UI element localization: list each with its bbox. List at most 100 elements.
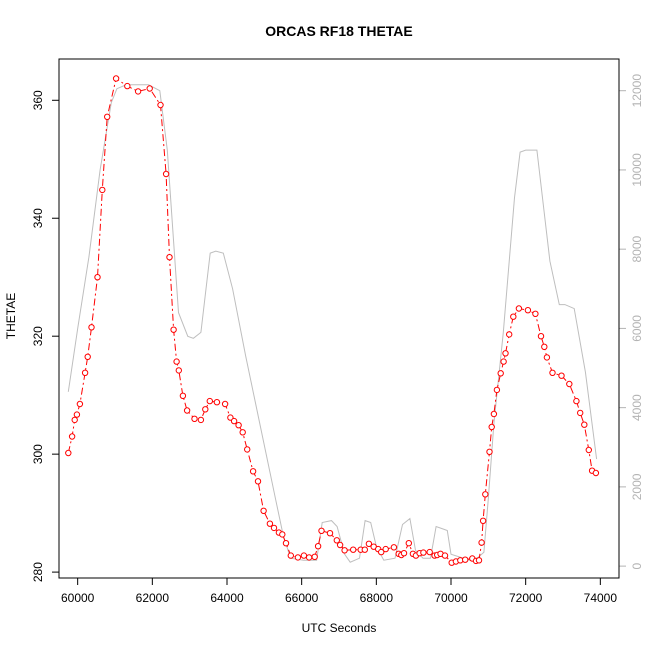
x-tick-label: 60000 bbox=[61, 591, 95, 605]
x-tick-label: 64000 bbox=[210, 591, 244, 605]
thetae-point bbox=[524, 307, 532, 314]
thetae-point bbox=[426, 548, 433, 556]
thetae-point bbox=[170, 326, 177, 333]
thetae-point bbox=[543, 354, 551, 361]
thetae-point bbox=[287, 552, 294, 559]
thetae-point bbox=[300, 552, 308, 559]
thetae-point bbox=[260, 507, 267, 514]
thetae-point bbox=[382, 545, 389, 553]
x-tick-label: 66000 bbox=[285, 591, 319, 605]
thetae-point bbox=[183, 407, 191, 414]
thetae-point bbox=[314, 543, 322, 550]
thetae-point bbox=[581, 421, 588, 428]
y2-tick-label: 12000 bbox=[630, 74, 644, 108]
x-tick-label: 72000 bbox=[509, 591, 543, 605]
thetae-point bbox=[173, 358, 180, 365]
thetae-point bbox=[305, 554, 313, 561]
thetae-point bbox=[162, 170, 170, 178]
thetae-point bbox=[475, 557, 483, 564]
thetae-point bbox=[490, 410, 498, 418]
thetae-point bbox=[202, 406, 209, 413]
thetae-point bbox=[441, 552, 449, 559]
thetae-point bbox=[488, 423, 495, 431]
altitude-line bbox=[67, 84, 598, 563]
thetae-point bbox=[84, 353, 91, 360]
y-tick-label: 360 bbox=[31, 90, 45, 110]
thetae-point bbox=[585, 446, 592, 454]
thetae-point bbox=[390, 544, 398, 551]
thetae-point bbox=[71, 416, 78, 424]
thetae-point bbox=[157, 101, 164, 109]
thetae-point bbox=[311, 553, 318, 560]
thetae-point bbox=[500, 358, 507, 365]
thetae-point bbox=[239, 429, 246, 436]
thetae-point bbox=[350, 546, 357, 553]
thetae-point bbox=[124, 82, 131, 90]
plot-frame bbox=[58, 58, 620, 579]
thetae-point bbox=[104, 113, 111, 121]
y-tick-label: 320 bbox=[31, 326, 45, 346]
thetae-point bbox=[279, 531, 286, 538]
thetae-point bbox=[134, 88, 142, 95]
thetae-point bbox=[482, 491, 489, 498]
thetae-point bbox=[566, 380, 573, 388]
thetae-point bbox=[65, 449, 72, 457]
thetae-point bbox=[341, 547, 348, 554]
thetae-point bbox=[88, 324, 95, 331]
thetae-point bbox=[81, 369, 89, 376]
thetae-point bbox=[537, 333, 545, 340]
thetae-point bbox=[221, 400, 229, 408]
thetae-point bbox=[294, 554, 302, 561]
thetae-point bbox=[558, 372, 565, 379]
y-tick-label: 340 bbox=[31, 208, 45, 228]
x-tick-label: 62000 bbox=[136, 591, 170, 605]
thetae-point bbox=[420, 549, 427, 556]
thetae-point bbox=[244, 446, 251, 453]
y-axis-label: THETAE bbox=[4, 293, 18, 339]
thetae-point bbox=[592, 469, 600, 477]
thetae-point bbox=[282, 540, 290, 547]
y2-tick-label: 6000 bbox=[630, 315, 644, 342]
thetae-point bbox=[326, 530, 334, 537]
thetae-point bbox=[378, 548, 385, 556]
thetae-point bbox=[73, 411, 81, 418]
thetae-point bbox=[365, 540, 373, 547]
thetae-point bbox=[76, 400, 84, 408]
thetae-point bbox=[94, 274, 101, 281]
thetae-point bbox=[266, 520, 274, 527]
x-tick-label: 74000 bbox=[584, 591, 618, 605]
thetae-series-layer bbox=[65, 75, 600, 566]
thetae-point bbox=[577, 409, 584, 417]
thetae-point bbox=[506, 331, 513, 338]
thetae-point bbox=[510, 313, 517, 320]
thetae-point bbox=[191, 415, 198, 422]
thetae-point bbox=[270, 524, 278, 532]
thetae-point bbox=[166, 254, 173, 261]
y-tick-label: 300 bbox=[31, 444, 45, 464]
thetae-point bbox=[318, 527, 325, 534]
axes-layer: 60000 62000 64000 66000 68000 70000 72000 74000… bbox=[31, 74, 644, 605]
thetae-point bbox=[405, 540, 412, 547]
thetae-point bbox=[573, 397, 580, 405]
thetae-point bbox=[502, 350, 509, 357]
thetae-point bbox=[462, 556, 469, 563]
thetae-point bbox=[486, 448, 493, 455]
y2-tick-label: 8000 bbox=[630, 235, 644, 262]
thetae-point bbox=[175, 367, 183, 374]
thetae-point bbox=[249, 468, 257, 475]
thetae-point bbox=[478, 539, 485, 546]
x-tick-label: 68000 bbox=[360, 591, 394, 605]
chart-title: ORCAS RF18 THETAE bbox=[265, 23, 413, 39]
y2-tick-label: 10000 bbox=[630, 153, 644, 187]
y2-tick-label: 0 bbox=[630, 562, 644, 569]
x-tick-label: 70000 bbox=[434, 591, 468, 605]
thetae-point bbox=[361, 546, 368, 553]
thetae-point bbox=[213, 399, 221, 406]
thetae-point bbox=[68, 433, 76, 440]
thetae-point bbox=[179, 392, 187, 399]
thetae-point bbox=[146, 85, 153, 92]
thetae-point bbox=[497, 370, 504, 377]
x-axis-label: UTC Seconds bbox=[302, 621, 377, 635]
